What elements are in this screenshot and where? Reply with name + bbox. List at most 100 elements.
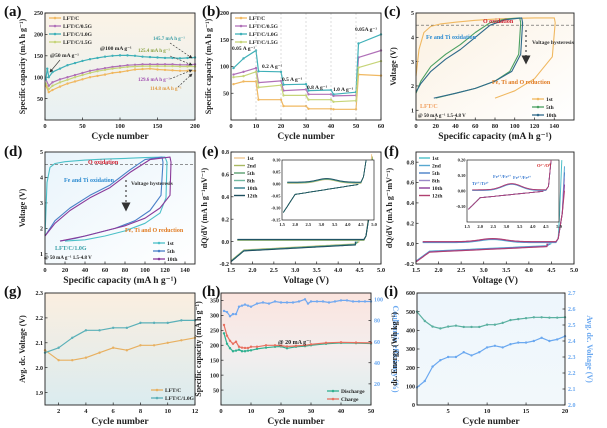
data-point	[240, 346, 244, 349]
data-point	[470, 325, 473, 329]
data-point	[540, 316, 543, 319]
data-point	[51, 70, 54, 74]
data-point	[58, 81, 62, 84]
y-tick-label: 1	[411, 108, 414, 114]
annotation: @ 50 mA g⁻¹ 1.5-4.8 V	[418, 113, 466, 119]
panel-label: (i)	[384, 284, 398, 300]
y-tick-label: 0	[412, 403, 415, 409]
data-point	[222, 332, 226, 335]
x-tick-label: 140	[180, 267, 190, 274]
data-point	[225, 310, 229, 314]
data-point	[307, 98, 310, 101]
y-tick-label: 2.3	[36, 291, 44, 297]
annotation: 0.8 A g⁻¹	[307, 85, 328, 91]
plot-area	[417, 293, 565, 405]
legend-marker	[239, 24, 243, 28]
data-point	[454, 355, 458, 359]
series-line-10th	[415, 17, 524, 99]
y2-tick-label: 20	[374, 382, 380, 388]
data-point	[126, 69, 129, 72]
legend-label: LFT/C/1.5G	[249, 40, 279, 46]
data-point	[178, 57, 182, 60]
data-point	[47, 87, 50, 91]
data-point	[237, 348, 241, 351]
data-point	[254, 66, 258, 70]
data-point	[186, 65, 189, 68]
data-point	[51, 81, 54, 84]
inset-discharge-12th	[468, 190, 544, 210]
data-point	[47, 84, 50, 87]
x-tick-label: 2.5	[457, 267, 466, 274]
x-tick-label: 120	[530, 123, 540, 130]
y-tick-label: 0.6	[222, 173, 230, 179]
data-point	[81, 71, 84, 75]
data-point	[304, 82, 308, 86]
data-point	[166, 321, 169, 325]
panel-label: (e)	[202, 144, 219, 160]
data-point	[279, 301, 283, 304]
data-point	[232, 82, 235, 86]
inset-x-tick-label: 2.5	[490, 224, 496, 229]
panel-h: (h) 0 10 20 30 40 50 50 100 150 200 250 300 350 20 40 60…	[194, 284, 400, 427]
data-point	[58, 85, 62, 88]
annotation: LFT/C	[420, 104, 438, 110]
annotation-arrow	[169, 69, 193, 80]
data-point	[439, 327, 442, 330]
data-point	[71, 359, 74, 362]
inset-x-tick-label: 3.0	[319, 222, 325, 227]
data-point	[446, 325, 450, 328]
data-point	[357, 66, 360, 69]
x-tick-label: 100	[115, 123, 125, 130]
data-point	[279, 70, 283, 74]
series-line-10th	[44, 156, 172, 242]
data-point	[180, 339, 183, 342]
series-line-charge	[223, 324, 372, 349]
data-point	[133, 65, 137, 68]
y-tick-label: 4	[40, 176, 43, 182]
data-point	[279, 79, 283, 83]
plot-frame	[415, 12, 575, 121]
data-point	[225, 334, 229, 337]
data-point	[84, 356, 88, 359]
inset-frame	[281, 159, 375, 221]
x-axis-label: Cycle number	[91, 417, 149, 427]
data-point	[111, 326, 115, 330]
y-tick-label: 2.2	[36, 316, 44, 322]
data-point	[148, 63, 152, 66]
y2-tick-label: 2.1	[568, 387, 576, 393]
data-point	[329, 107, 333, 110]
x-tick-label: 20	[278, 408, 285, 415]
y-tick-label: 0.0	[222, 240, 230, 246]
data-point	[111, 54, 114, 57]
data-point	[532, 339, 536, 343]
y-tick-label: 150	[220, 38, 229, 44]
data-point	[351, 300, 355, 303]
legend-marker	[155, 388, 159, 392]
y2-axis-label: Avg. dc. Voltage (V)	[585, 315, 594, 383]
legend-label: LFT/C/1.5G	[63, 40, 93, 46]
redox-annotation: Ti³⁺/Ti⁴⁺	[472, 181, 490, 186]
inset-x-tick-label: 4.0	[345, 222, 351, 227]
panel-a: (a) 0 50 100 150 200 50 100 150 200 250 Cycle numbe…	[4, 4, 200, 142]
data-point	[329, 98, 333, 101]
data-point	[249, 349, 253, 352]
data-point	[126, 64, 129, 67]
x-tick-label: 50	[353, 123, 360, 130]
legend-label: 10th	[167, 257, 177, 263]
inset-y-tick-label: -0.05	[271, 194, 281, 199]
data-point	[431, 325, 434, 328]
series-line-discharge	[223, 333, 372, 352]
x-tick-label: 10	[253, 123, 260, 130]
data-point	[524, 341, 528, 344]
data-point	[126, 54, 129, 57]
data-point	[307, 107, 310, 110]
legend-marker	[53, 24, 57, 28]
y-tick-label: 100	[406, 385, 415, 391]
panel-label: (h)	[202, 284, 220, 300]
inset-x-tick-label: 2.0	[292, 222, 298, 227]
inset-y-tick-label: 0.00	[458, 189, 467, 194]
data-point	[232, 76, 235, 79]
data-point	[156, 64, 159, 68]
x-tick-label: 4.5	[547, 267, 556, 274]
data-point	[354, 341, 358, 344]
